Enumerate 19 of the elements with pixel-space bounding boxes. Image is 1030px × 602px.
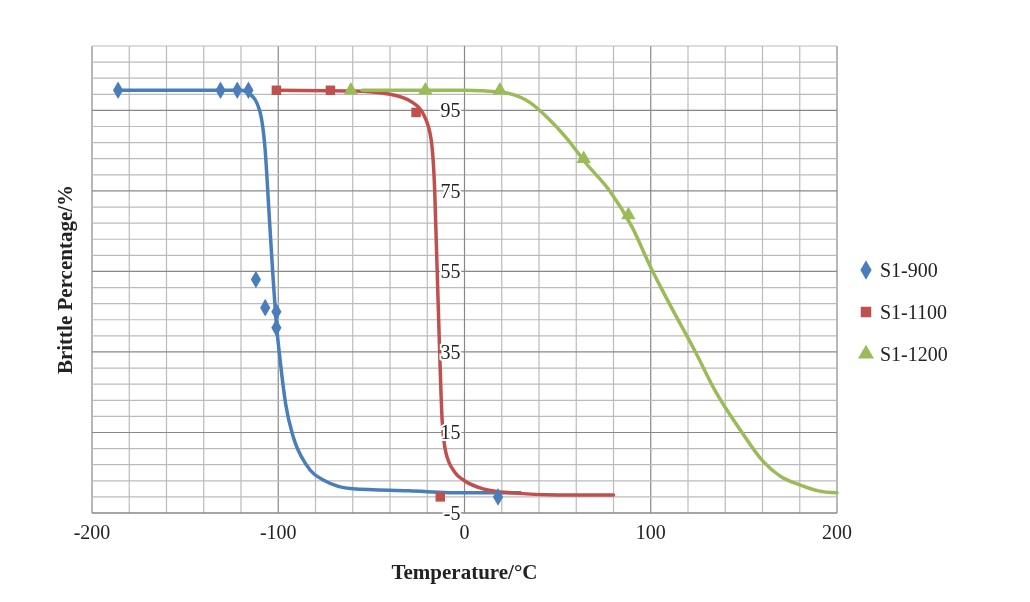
- y-tick-label: 55: [440, 260, 461, 283]
- legend-label: S1-1200: [880, 343, 948, 365]
- y-tick-label: -5: [443, 502, 461, 524]
- x-tick-label: -100: [259, 521, 297, 543]
- point: [271, 85, 282, 96]
- point: [435, 492, 446, 502]
- point: [325, 85, 336, 96]
- x-tick-label: 100: [635, 521, 666, 543]
- x-tick-label: 0: [459, 521, 470, 543]
- y-tick-label: 35: [440, 340, 461, 363]
- legend-label: S1-900: [880, 259, 938, 281]
- x-tick-label: 200: [822, 521, 852, 543]
- point: [411, 107, 421, 118]
- x-axis-title: Temperature/°C: [391, 560, 538, 584]
- legend-label: S1-1100: [880, 301, 948, 323]
- y-tick-label: 75: [440, 179, 461, 202]
- y-tick-label: 95: [440, 99, 461, 122]
- y-axis-title: Brittle Percentage/%: [53, 184, 77, 375]
- x-tick-label: -200: [73, 521, 111, 543]
